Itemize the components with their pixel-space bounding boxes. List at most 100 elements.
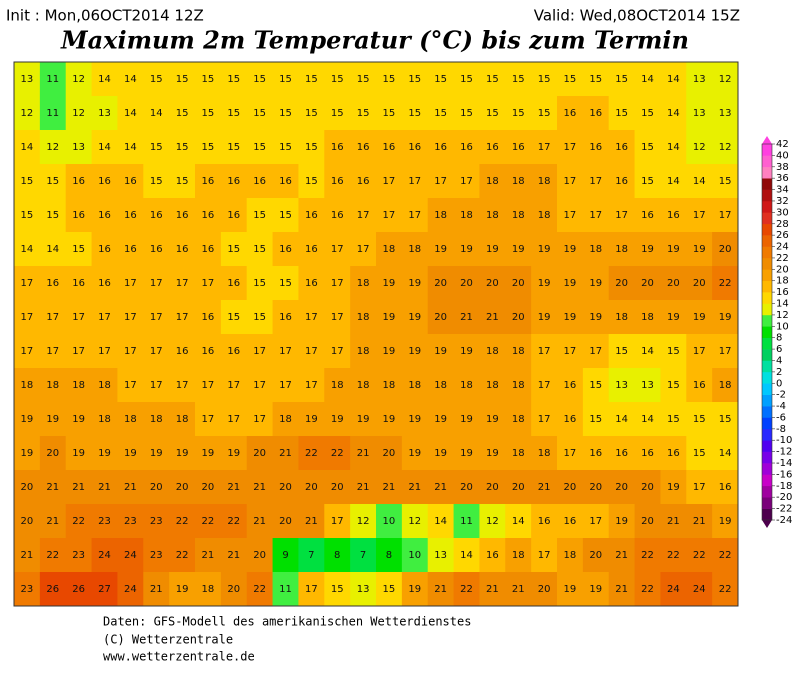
temp-value: 16 — [589, 108, 602, 119]
temp-value: 15 — [693, 414, 706, 425]
temp-value: 15 — [693, 448, 706, 459]
temp-cell — [376, 504, 403, 539]
temp-cell — [220, 62, 248, 97]
temp-value: 18 — [21, 380, 34, 391]
temp-value: 19 — [693, 244, 706, 255]
temp-cell — [117, 572, 144, 607]
temp-value: 14 — [460, 550, 473, 561]
temp-value: 18 — [615, 312, 628, 323]
temp-cell — [427, 334, 455, 369]
temp-value: 17 — [331, 346, 344, 357]
temp-value: 18 — [202, 584, 215, 595]
temp-value: 18 — [357, 380, 370, 391]
temp-value: 15 — [150, 142, 163, 153]
temp-value: 19 — [538, 312, 551, 323]
temp-cell — [298, 266, 325, 301]
temp-value: 17 — [279, 380, 292, 391]
temp-value: 15 — [512, 108, 525, 119]
temp-value: 18 — [357, 278, 370, 289]
map-area: 13 11 12 14 14 15 15 15 15 15 15 15 15 15 15 15 15 15 15 15… — [14, 62, 739, 607]
temp-cell — [246, 538, 274, 573]
temp-cell — [712, 198, 739, 233]
temp-value: 19 — [615, 516, 628, 527]
temp-value: 16 — [460, 142, 473, 153]
temp-value: 22 — [641, 584, 654, 595]
temp-value: 22 — [719, 550, 732, 561]
temp-value: 19 — [486, 414, 499, 425]
temp-value: 15 — [176, 108, 189, 119]
temp-value: 21 — [227, 550, 240, 561]
temp-value: 17 — [564, 210, 577, 221]
temp-cell — [298, 572, 325, 607]
colorbar-band — [762, 269, 772, 282]
colorbar-band — [762, 144, 772, 156]
temp-value: 16 — [615, 142, 628, 153]
temp-cell — [376, 436, 403, 471]
temp-cell — [634, 402, 661, 437]
temp-cell — [91, 470, 118, 505]
temp-value: 17 — [331, 312, 344, 323]
temp-value: 22 — [72, 516, 85, 527]
temp-value: 11 — [46, 74, 59, 85]
temp-value: 18 — [357, 312, 370, 323]
colorbar-band — [762, 280, 772, 293]
temp-value: 19 — [589, 584, 602, 595]
colorbar-band — [762, 417, 772, 430]
temp-value: 17 — [279, 346, 292, 357]
temp-value: 22 — [176, 516, 189, 527]
temp-cell — [427, 572, 455, 607]
temp-value: 15 — [227, 74, 240, 85]
temp-value: 21 — [21, 550, 34, 561]
temp-cell — [143, 130, 170, 165]
temp-value: 15 — [227, 108, 240, 119]
temp-value: 15 — [331, 74, 344, 85]
temp-value: 23 — [98, 516, 111, 527]
temp-cell — [143, 436, 170, 471]
temp-cell — [608, 538, 636, 573]
temp-cell — [582, 538, 610, 573]
temp-value: 8 — [334, 550, 340, 561]
colorbar-band — [762, 428, 772, 441]
temp-value: 19 — [589, 278, 602, 289]
temp-cell — [557, 470, 584, 505]
temp-value: 23 — [150, 550, 163, 561]
temp-value: 15 — [641, 108, 654, 119]
temp-cell — [608, 164, 636, 199]
temp-cell — [401, 96, 429, 131]
temp-value: 18 — [279, 414, 292, 425]
temp-cell — [246, 504, 274, 539]
temp-cell — [505, 96, 532, 131]
temp-value: 20 — [589, 482, 602, 493]
temp-cell — [608, 436, 636, 471]
temp-value: 16 — [150, 244, 163, 255]
temp-value: 16 — [667, 448, 680, 459]
temp-cell — [91, 232, 118, 267]
temp-cell — [376, 300, 403, 335]
temp-cell — [143, 232, 170, 267]
temp-cell — [350, 62, 377, 97]
colorbar-label: 34 — [776, 185, 789, 196]
colorbar-band — [762, 166, 772, 179]
temp-cell — [686, 266, 713, 301]
temp-cell — [557, 62, 584, 97]
temp-value: 24 — [124, 550, 137, 561]
colorbar-top-cap — [762, 136, 772, 144]
temp-cell — [272, 96, 299, 131]
temp-value: 15 — [357, 74, 370, 85]
temp-cell — [660, 266, 687, 301]
temp-cell — [686, 368, 713, 403]
temp-cell — [14, 538, 41, 573]
temp-cell — [531, 504, 558, 539]
temp-cell — [65, 368, 93, 403]
temp-value: 15 — [667, 346, 680, 357]
temp-value: 16 — [305, 278, 318, 289]
temp-value: 21 — [98, 482, 111, 493]
temp-cell — [324, 504, 351, 539]
temp-value: 21 — [253, 482, 266, 493]
temp-cell — [195, 232, 222, 267]
temp-cell — [608, 368, 636, 403]
colorbar-label: 26 — [776, 230, 789, 241]
colorbar-band — [762, 349, 772, 361]
temp-cell — [505, 572, 532, 607]
colorbar-band — [762, 474, 772, 487]
